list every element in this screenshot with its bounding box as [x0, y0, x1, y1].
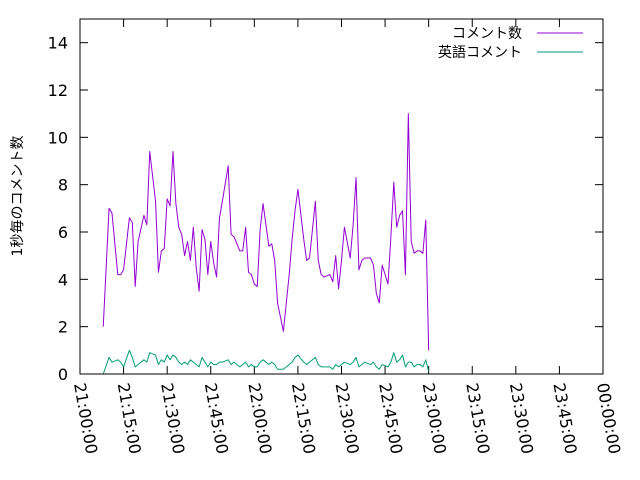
- y-tick-label: 10: [48, 128, 68, 147]
- y-tick-label: 12: [48, 81, 68, 100]
- y-axis: 0 2 4 6 8 10 12 14: [48, 34, 603, 384]
- x-tick-label: 21:30:00: [157, 381, 188, 455]
- y-tick-label: 8: [58, 176, 68, 195]
- x-tick-label: 21:15:00: [114, 381, 145, 455]
- legend-label-1: 英語コメント: [438, 44, 522, 61]
- y-tick-label: 4: [58, 270, 68, 289]
- y-axis-label: 1秒毎のコメント数: [10, 136, 26, 257]
- x-tick-label: 22:30:00: [332, 381, 363, 455]
- x-tick-label: 23:15:00: [462, 381, 493, 455]
- series-layer: [102, 113, 430, 375]
- x-tick-label: 21:00:00: [70, 381, 101, 455]
- plot-border: [79, 18, 604, 375]
- series-line-0: [102, 113, 430, 351]
- x-tick-label: 23:30:00: [506, 381, 537, 455]
- x-tick-label: 23:00:00: [419, 381, 450, 455]
- x-tick-label: 22:45:00: [375, 381, 406, 455]
- y-tick-label: 6: [58, 223, 68, 242]
- x-tick-label: 23:45:00: [549, 381, 580, 455]
- y-tick-label: 14: [48, 34, 68, 53]
- x-tick-label: 00:00:00: [593, 381, 624, 455]
- y-tick-label: 0: [58, 365, 68, 384]
- x-tick-label: 21:45:00: [201, 381, 232, 455]
- series-line-1: [102, 349, 430, 375]
- x-axis: 21:00:00 21:15:00 21:30:00 21:45:00 22:00:00…: [70, 19, 624, 455]
- x-tick-label: 22:15:00: [288, 381, 319, 455]
- legend-label-0: コメント数: [452, 26, 522, 42]
- y-tick-label: 2: [58, 318, 68, 337]
- x-tick-label: 22:00:00: [244, 381, 275, 455]
